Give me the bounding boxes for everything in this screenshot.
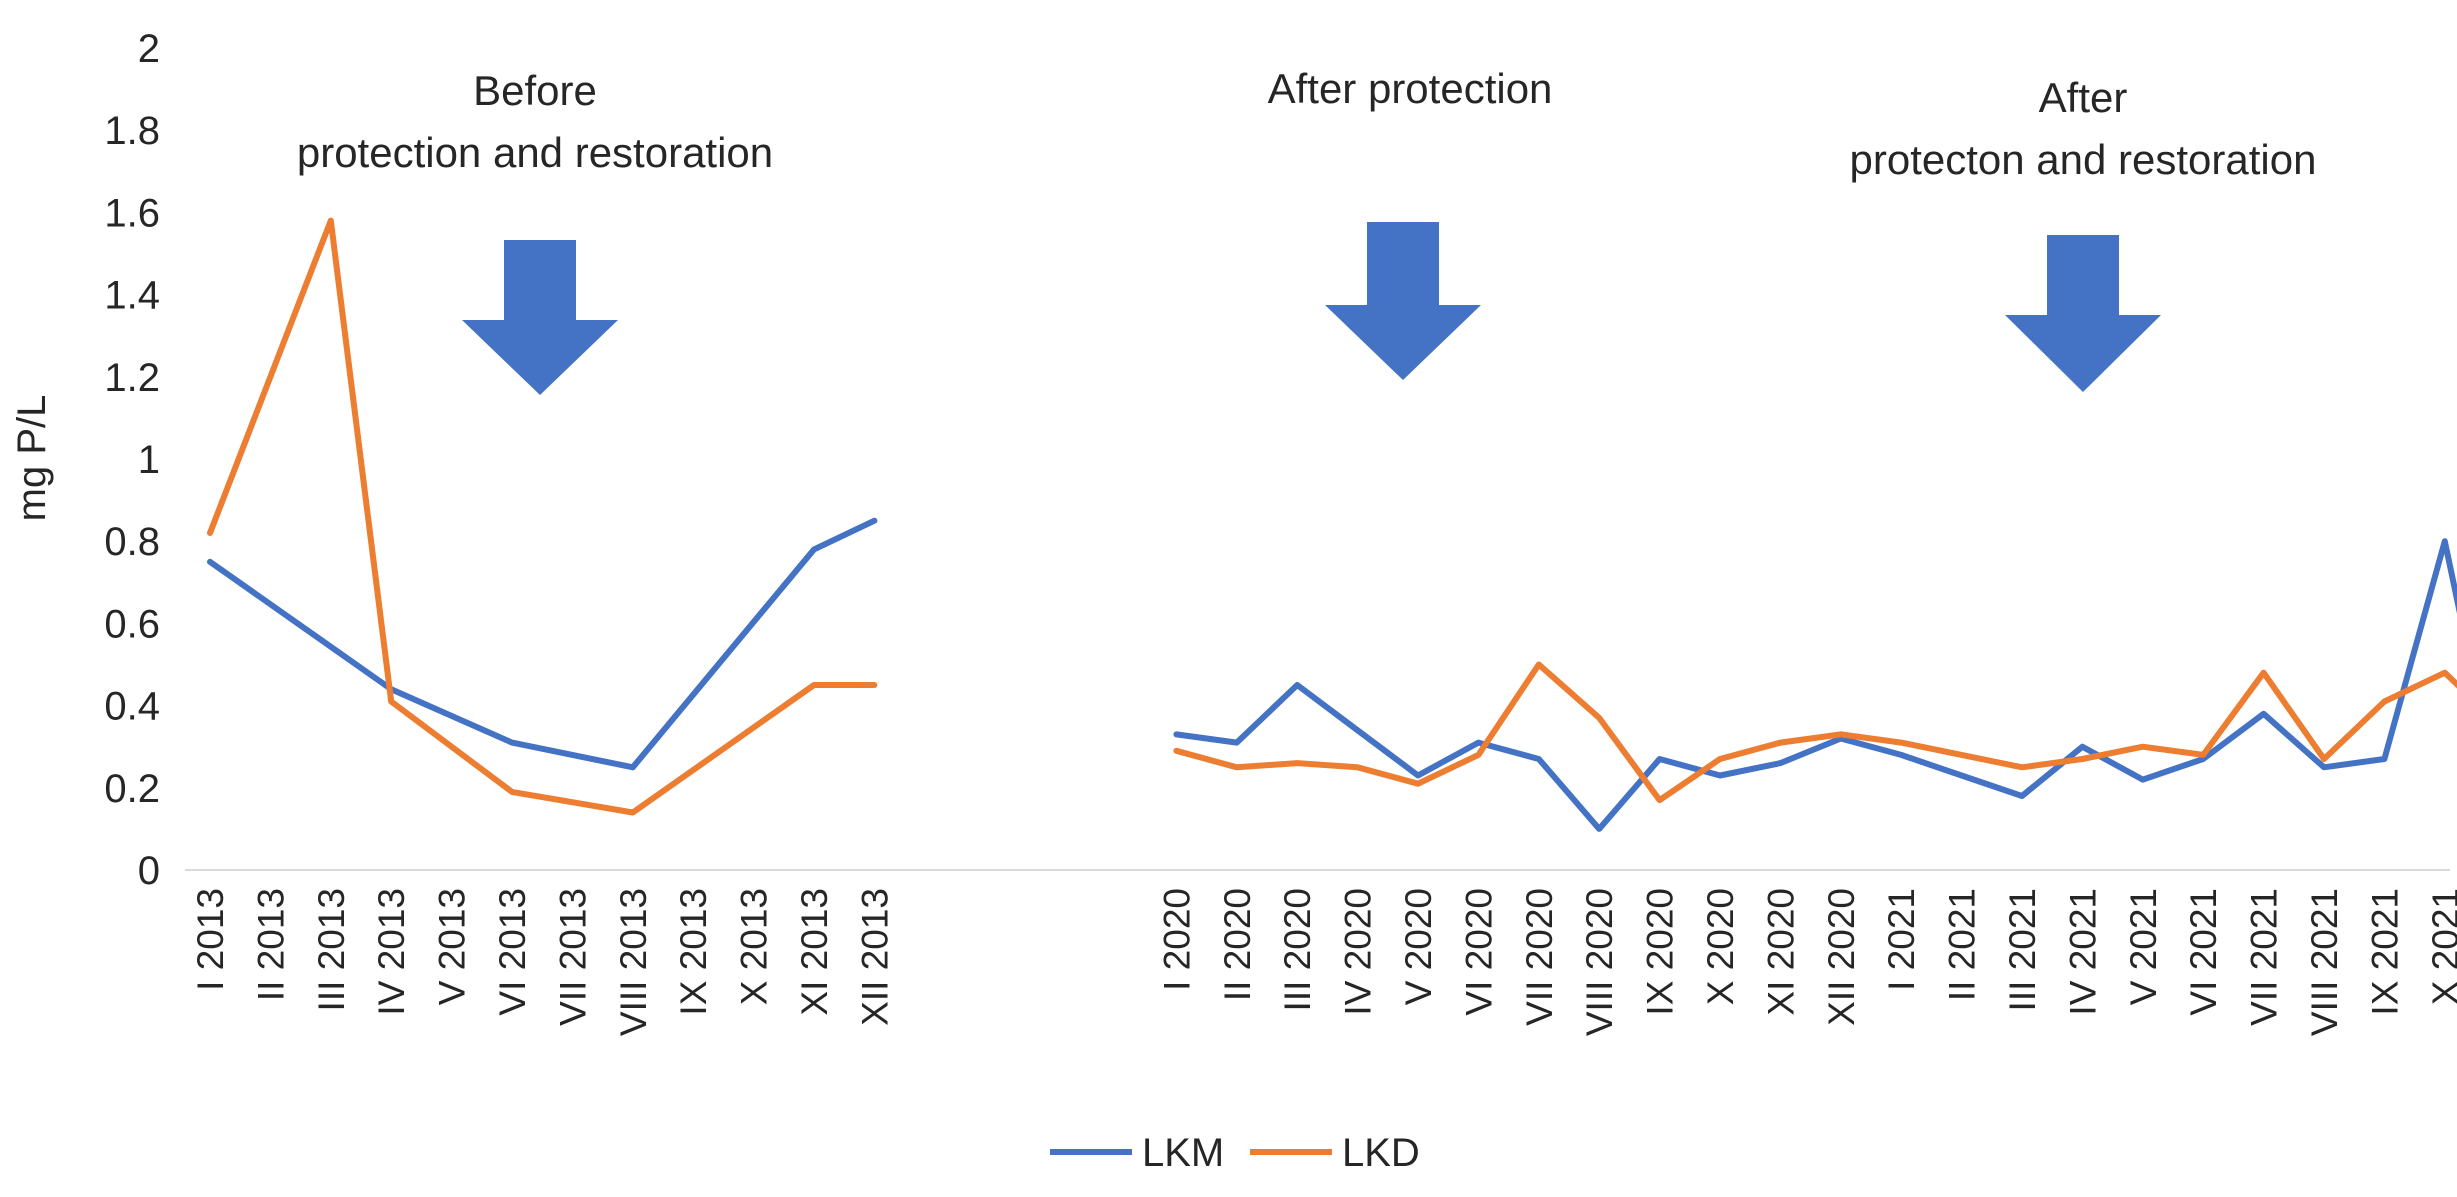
- annotation-arrows: [462, 222, 2161, 395]
- x-tick-x-2013: X 2013: [734, 888, 775, 1005]
- annotation-after-restoration-line-1: After: [2039, 74, 2128, 121]
- annotation-before-line-1: Before: [473, 67, 597, 114]
- y-tick-1-4: 1.4: [104, 274, 160, 318]
- x-tick-xii-2020: XII 2020: [1821, 888, 1862, 1026]
- y-tick-0-4: 0.4: [104, 685, 160, 729]
- down-arrow-before: [462, 240, 618, 395]
- series-line-lkm-part-2: [1173, 538, 2457, 832]
- x-tick-ix-2013: IX 2013: [673, 888, 714, 1016]
- x-tick-iii-2013: III 2013: [311, 888, 352, 1011]
- series-line-lkd-part-1: [207, 217, 878, 816]
- x-tick-vi-2020: VI 2020: [1458, 888, 1499, 1016]
- x-tick-iv-2021: IV 2021: [2062, 888, 2103, 1016]
- down-arrow-after-protection: [1325, 222, 1481, 380]
- legend: LKM LKD: [1050, 1131, 1420, 1175]
- down-arrow-after-restoration: [2005, 235, 2161, 392]
- x-tick-vii-2020: VII 2020: [1519, 888, 1560, 1026]
- legend-label-lkm: LKM: [1142, 1131, 1224, 1175]
- y-tick-2: 2: [138, 27, 160, 71]
- x-tick-ii-2020: II 2020: [1217, 888, 1258, 1001]
- x-tick-ii-2013: II 2013: [250, 888, 291, 1001]
- x-tick-iii-2021: III 2021: [2002, 888, 2043, 1011]
- x-tick-vi-2021: VI 2021: [2183, 888, 2224, 1016]
- x-tick-v-2020: V 2020: [1398, 888, 1439, 1005]
- annotation-after-restoration-line-2: protecton and restoration: [1850, 136, 2317, 183]
- x-tick-vii-2013: VII 2013: [552, 888, 593, 1026]
- x-tick-i-2021: I 2021: [1881, 888, 1922, 991]
- y-tick-0-2: 0.2: [104, 767, 160, 811]
- annotation-after-protection-line-1: After protection: [1268, 65, 1553, 112]
- x-tick-xi-2013: XI 2013: [794, 888, 835, 1016]
- x-tick-iii-2020: III 2020: [1277, 888, 1318, 1011]
- x-tick-ix-2021: IX 2021: [2364, 888, 2405, 1016]
- series-line-lkd-part-2: [1173, 661, 2457, 804]
- x-tick-i-2013: I 2013: [190, 888, 231, 991]
- x-tick-iv-2020: IV 2020: [1338, 888, 1379, 1016]
- series-lines: [207, 217, 2457, 832]
- x-tick-viii-2021: VIII 2021: [2304, 888, 2345, 1036]
- y-tick-1-8: 1.8: [104, 109, 160, 153]
- x-tick-xi-2020: XI 2020: [1760, 888, 1801, 1016]
- x-tick-xii-2013: XII 2013: [854, 888, 895, 1026]
- x-tick-x-2020: X 2020: [1700, 888, 1741, 1005]
- y-tick-1: 1: [138, 438, 160, 482]
- x-tick-v-2021: V 2021: [2123, 888, 2164, 1005]
- x-axis-ticks: I 2013 II 2013 III 2013 IV 2013 V 2013 VI 201…: [190, 888, 2457, 1036]
- x-tick-viii-2020: VIII 2020: [1579, 888, 1620, 1036]
- y-tick-0-6: 0.6: [104, 602, 160, 646]
- annotation-before-line-2: protection and restoration: [297, 129, 773, 176]
- x-tick-i-2020: I 2020: [1156, 888, 1197, 991]
- x-tick-ii-2021: II 2021: [1942, 888, 1983, 1001]
- x-tick-ix-2020: IX 2020: [1640, 888, 1681, 1016]
- x-tick-iv-2013: IV 2013: [371, 888, 412, 1016]
- y-tick-1-2: 1.2: [104, 356, 160, 400]
- x-tick-vii-2021: VII 2021: [2244, 888, 2285, 1026]
- y-axis-title: mg P/L: [10, 395, 54, 522]
- x-tick-viii-2013: VIII 2013: [613, 888, 654, 1036]
- series-line-lkm-part-1: [207, 517, 878, 771]
- x-tick-x-2021: X 2021: [2425, 888, 2457, 1005]
- y-tick-0: 0: [138, 849, 160, 893]
- y-tick-0-8: 0.8: [104, 520, 160, 564]
- y-tick-1-6: 1.6: [104, 191, 160, 235]
- legend-label-lkd: LKD: [1342, 1131, 1420, 1175]
- x-tick-v-2013: V 2013: [432, 888, 473, 1005]
- x-tick-vi-2013: VI 2013: [492, 888, 533, 1016]
- y-axis-ticks: 0 0.2 0.4 0.6 0.8 1 1.2 1.4 1.6 1.8 2: [104, 27, 160, 893]
- annotations: Before protection and restoration After pr…: [297, 65, 2317, 183]
